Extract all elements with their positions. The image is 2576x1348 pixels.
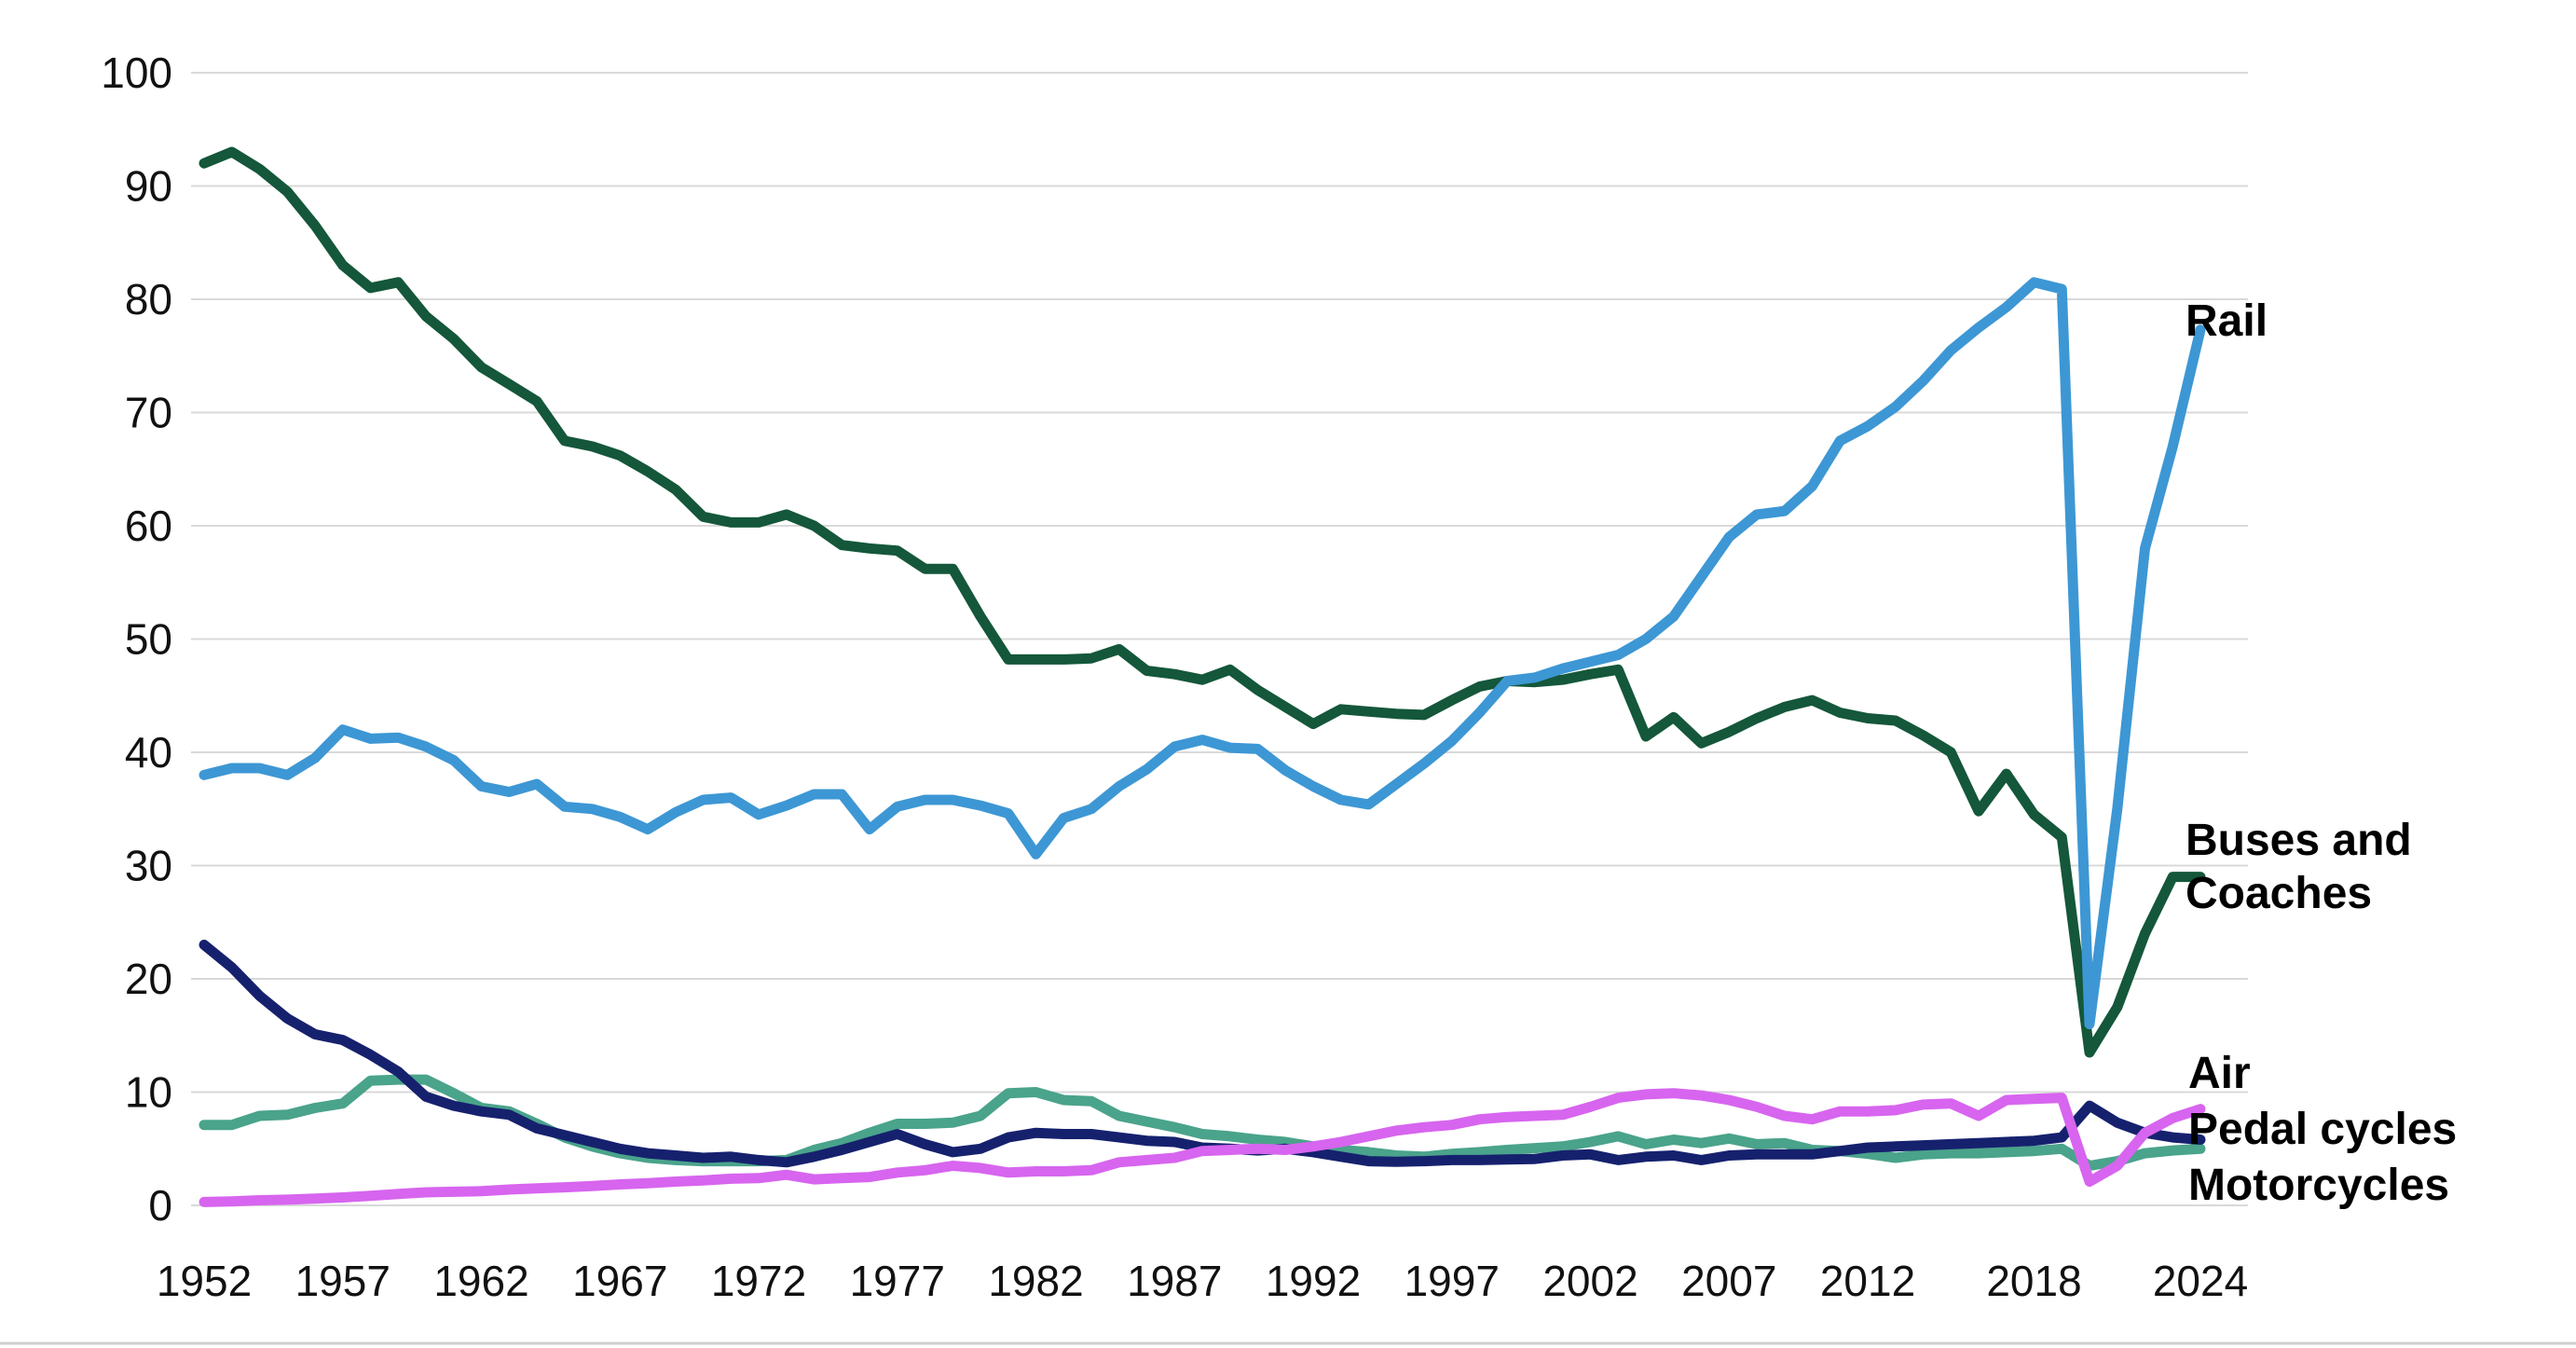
x-tick-label-1997: 1997: [1404, 1257, 1500, 1305]
x-tick-label-1987: 1987: [1127, 1257, 1222, 1305]
y-tick-label-90: 90: [125, 162, 172, 211]
x-tick-label-1967: 1967: [572, 1257, 667, 1305]
series-label-rail: Rail: [2185, 296, 2268, 346]
x-tick-label-2018: 2018: [1986, 1257, 2081, 1305]
x-axis-labels: 1952 1957 1962 1967 1972 1977 1982 1987 1992 1997…: [157, 1257, 2248, 1305]
series-line-air: [199, 1088, 2206, 1207]
series-label-pedal-cycles: Pedal cycles: [2188, 1105, 2457, 1154]
y-tick-label-30: 30: [125, 842, 172, 890]
x-tick-label-1972: 1972: [711, 1257, 806, 1305]
series-label-air: Air: [2188, 1049, 2251, 1098]
series-end-labels: Motorcycles Pedal cycles Air Buses andCoach…: [2185, 296, 2457, 1210]
series-line-buses-and-coaches: [199, 146, 2206, 1058]
y-tick-label-50: 50: [125, 615, 172, 664]
series-label-buses-and-coaches-line2: Coaches: [2185, 869, 2372, 918]
x-tick-label-2012: 2012: [1820, 1257, 1915, 1305]
x-tick-label-2007: 2007: [1681, 1257, 1776, 1305]
series-lines: [199, 146, 2206, 1207]
y-tick-label-60: 60: [125, 502, 172, 550]
x-tick-label-2002: 2002: [1542, 1257, 1637, 1305]
y-tick-label-100: 100: [101, 48, 172, 97]
y-tick-label-40: 40: [125, 728, 172, 777]
series-line-rail: [199, 277, 2206, 1030]
x-tick-label-1992: 1992: [1266, 1257, 1361, 1305]
x-tick-label-1977: 1977: [850, 1257, 945, 1305]
y-tick-label-20: 20: [125, 955, 172, 1003]
y-tick-label-0: 0: [148, 1181, 172, 1230]
x-tick-label-1952: 1952: [157, 1257, 252, 1305]
x-tick-label-1982: 1982: [988, 1257, 1083, 1305]
y-tick-label-80: 80: [125, 275, 172, 323]
y-axis-labels: 0 10 20 30 40 50 60 70 80 90 100: [101, 48, 172, 1230]
series-label-motorcycles: Motorcycles: [2188, 1161, 2449, 1210]
y-tick-label-10: 10: [125, 1068, 172, 1117]
x-tick-label-1957: 1957: [295, 1257, 391, 1305]
series-label-buses-and-coaches-line1: Buses and: [2185, 816, 2412, 865]
x-tick-label-2024: 2024: [2153, 1257, 2248, 1305]
y-tick-label-70: 70: [125, 389, 172, 437]
x-tick-label-1962: 1962: [433, 1257, 528, 1305]
gridlines: [191, 72, 2248, 1206]
